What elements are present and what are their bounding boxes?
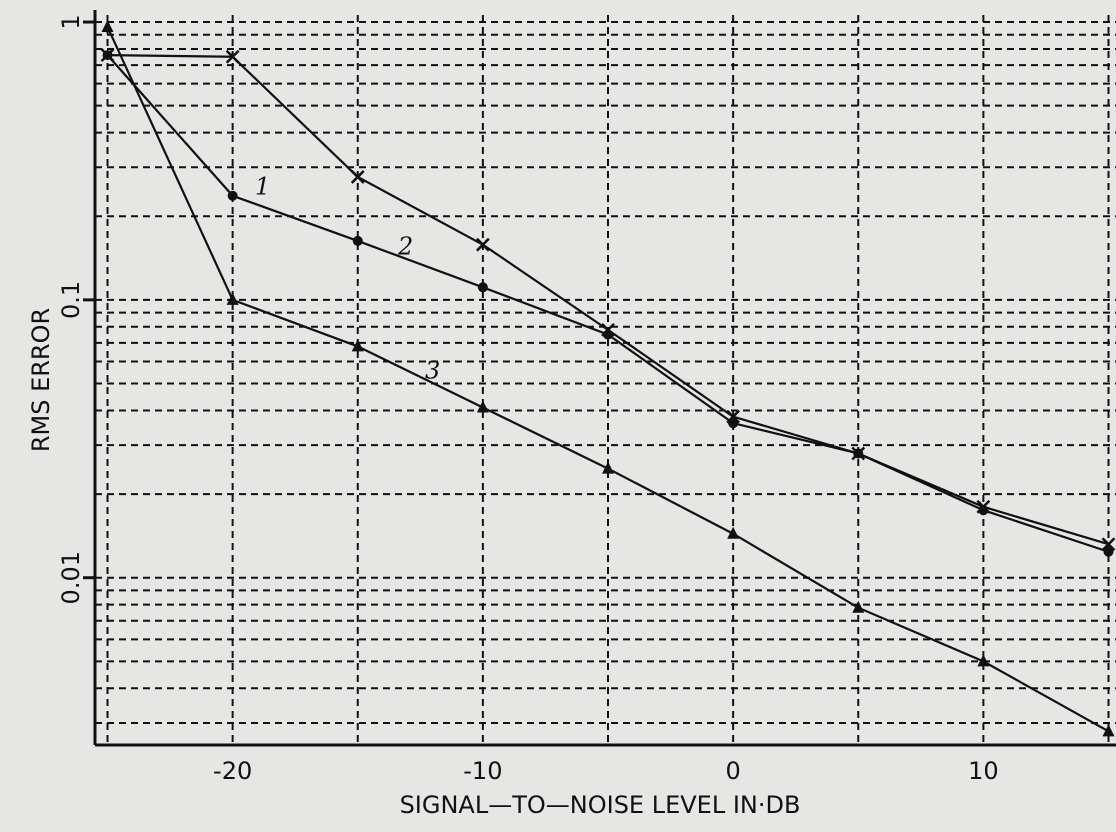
- marker: [977, 654, 990, 667]
- marker: [351, 339, 364, 352]
- marker: [227, 190, 238, 201]
- y-tick-label: 0.1: [57, 281, 85, 319]
- y-tick-label: 0.01: [57, 551, 85, 604]
- marker: [225, 49, 240, 64]
- series-label: 1: [255, 173, 270, 201]
- marker: [1101, 537, 1116, 552]
- marker: [101, 19, 114, 32]
- y-tick-label: 1: [57, 14, 85, 29]
- marker: [852, 600, 865, 613]
- marker: [853, 448, 864, 459]
- marker: [352, 235, 363, 246]
- marker: [602, 461, 615, 474]
- x-tick-label: 0: [725, 757, 740, 785]
- marker: [226, 292, 239, 305]
- series-label: 2: [397, 233, 413, 261]
- x-tick-label: -20: [213, 757, 252, 785]
- marker: [477, 282, 488, 293]
- x-axis-label: SIGNAL—TO—NOISE LEVEL IN·DB: [400, 791, 801, 819]
- marker: [350, 170, 365, 184]
- marker: [475, 237, 490, 252]
- marker: [728, 418, 739, 429]
- marker: [1102, 724, 1115, 737]
- x-tick-label: 10: [968, 757, 999, 785]
- series-label: 3: [425, 357, 440, 385]
- marker: [102, 50, 113, 61]
- marker: [603, 329, 614, 340]
- x-tick-label: -10: [463, 757, 502, 785]
- marker: [476, 400, 489, 413]
- y-axis-label: RMS ERROR: [27, 308, 55, 452]
- marker: [1103, 546, 1114, 557]
- marker: [978, 505, 989, 516]
- marker: [727, 526, 740, 539]
